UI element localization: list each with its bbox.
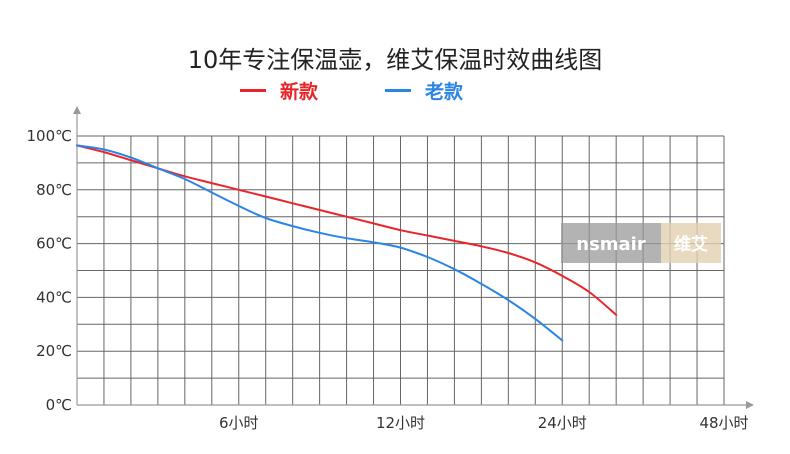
y-tick-label: 60℃: [36, 235, 72, 253]
brand-watermark: nsmair 维艾: [561, 223, 721, 263]
series-line-old: [76, 144, 564, 342]
x-tick-label: 6小时: [219, 414, 259, 432]
x-tick-label: 12小时: [376, 414, 425, 432]
watermark-box-light: [661, 223, 721, 263]
legend-item-new: 新款: [240, 78, 319, 103]
chart-series: [76, 144, 618, 342]
chart-axes: [73, 106, 754, 409]
watermark-latin: nsmair: [576, 234, 646, 255]
legend-label-old: 老款: [425, 80, 464, 103]
legend-label-new: 新款: [280, 80, 319, 103]
y-tick-label: 20℃: [36, 342, 72, 360]
x-axis-ticks: 6小时 12小时 24小时 48小时: [219, 414, 749, 432]
watermark-cn: 维艾: [674, 234, 708, 255]
y-axis-ticks: 0℃ 20℃ 40℃ 60℃ 80℃ 100℃: [27, 127, 72, 414]
legend-swatch-old: [385, 88, 411, 92]
x-tick-label: 24小时: [538, 414, 587, 432]
y-tick-label: 0℃: [46, 396, 72, 414]
chart-grid: [77, 135, 725, 405]
y-tick-label: 100℃: [27, 127, 72, 145]
legend-swatch-new: [240, 88, 266, 92]
y-tick-label: 80℃: [36, 181, 72, 199]
watermark-box-dark: [561, 223, 661, 263]
x-tick-label: 48小时: [699, 414, 748, 432]
chart-title: 10年专注保温壶，维艾保温时效曲线图: [187, 46, 603, 74]
x-axis-arrow: [746, 401, 754, 409]
legend-item-old: 老款: [385, 78, 464, 103]
y-axis-arrow: [73, 106, 81, 114]
y-tick-label: 40℃: [36, 288, 72, 306]
